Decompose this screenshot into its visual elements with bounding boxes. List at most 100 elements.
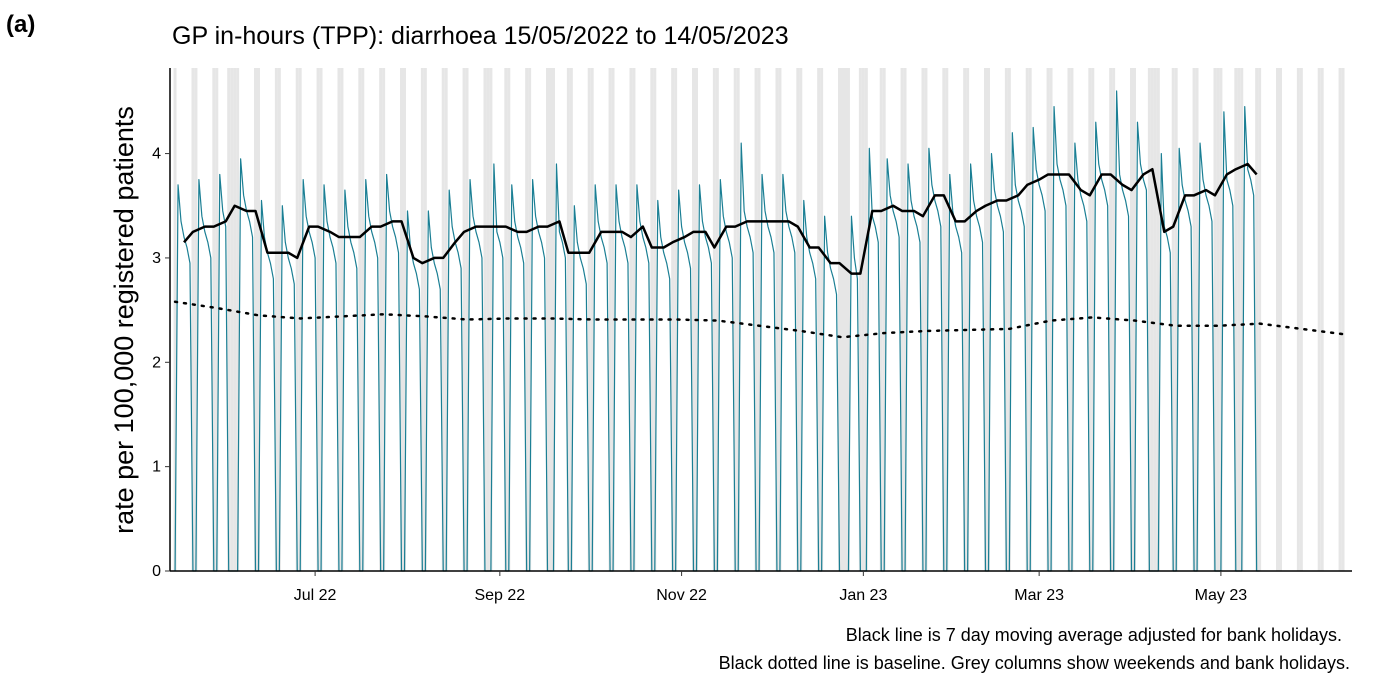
x-tick-label: Jan 23 <box>839 587 887 604</box>
shaded-column <box>1174 68 1178 571</box>
shaded-column <box>942 68 946 571</box>
note: Black line is 7 day moving average adjus… <box>846 625 1342 645</box>
shaded-column <box>1049 68 1053 571</box>
shaded-column <box>546 68 550 571</box>
shaded-column <box>1195 68 1199 571</box>
shaded-column <box>757 68 761 571</box>
shaded-column <box>921 68 925 571</box>
shaded-column <box>817 68 821 571</box>
x-tick-label: Mar 23 <box>1014 587 1064 604</box>
shaded-column <box>358 68 362 571</box>
shaded-column <box>1067 68 1071 571</box>
shaded-column <box>400 68 404 571</box>
shaded-column <box>379 68 383 571</box>
shaded-column <box>820 68 824 571</box>
x-tick-label: May 23 <box>1195 587 1248 604</box>
shaded-column <box>1112 68 1116 571</box>
shaded-column <box>778 68 782 571</box>
y-tick-label: 2 <box>152 354 161 371</box>
shaded-column <box>754 68 758 571</box>
x-tick-label: Nov 22 <box>656 587 707 604</box>
shaded-column <box>420 68 424 571</box>
shaded-column <box>444 68 448 571</box>
shaded-column <box>1109 68 1113 571</box>
shaded-column <box>841 68 844 571</box>
shaded-column <box>608 68 612 571</box>
shaded-column <box>861 68 865 571</box>
shaded-column <box>277 68 281 571</box>
shaded-column <box>194 68 198 571</box>
shaded-column <box>227 68 231 571</box>
shaded-column <box>1171 68 1175 571</box>
shaded-column <box>1299 68 1303 571</box>
shaded-column <box>1240 68 1244 571</box>
y-axis-label: rate per 100,000 registered patients <box>109 106 139 534</box>
shaded-column <box>715 68 719 571</box>
shaded-column <box>403 68 406 571</box>
shaded-column <box>799 68 803 571</box>
shaded-column <box>629 68 633 571</box>
y-tick-label: 0 <box>152 563 161 580</box>
shaded-column <box>1156 68 1160 571</box>
shaded-column <box>1192 68 1196 571</box>
shaded-column <box>987 68 990 571</box>
shaded-column <box>1007 68 1011 571</box>
shaded-column <box>191 68 195 571</box>
shaded-column <box>900 68 904 571</box>
shaded-column <box>212 68 216 571</box>
shaded-column <box>528 68 532 571</box>
shaded-column <box>671 68 675 571</box>
shaded-column <box>254 68 258 571</box>
shaded-column <box>1338 68 1342 571</box>
note: Black dotted line is baseline. Grey colu… <box>719 653 1350 673</box>
shaded-column <box>674 68 678 571</box>
shaded-column <box>838 68 842 571</box>
y-tick-label: 4 <box>152 146 161 163</box>
shaded-column <box>1088 68 1092 571</box>
shaded-column <box>945 68 949 571</box>
shaded-column <box>966 68 970 571</box>
panel-label: (a) <box>6 11 35 38</box>
x-tick-label: Sep 22 <box>474 587 525 604</box>
y-tick-label: 3 <box>152 250 161 267</box>
shaded-column <box>963 68 967 571</box>
moving-average-line <box>183 162 1258 275</box>
shaded-column <box>1025 68 1029 571</box>
shaded-column <box>1317 68 1321 571</box>
shaded-column <box>1320 68 1324 571</box>
shaded-column <box>864 68 868 571</box>
shaded-column <box>337 68 341 571</box>
shaded-column <box>1279 68 1282 571</box>
shaded-column <box>382 68 386 571</box>
shaded-column <box>590 68 594 571</box>
shaded-column <box>1258 68 1262 571</box>
shaded-column <box>924 68 928 571</box>
shaded-column <box>230 68 234 571</box>
shaded-column <box>236 68 240 571</box>
shaded-column <box>1147 68 1151 571</box>
shaded-column <box>903 68 907 571</box>
shaded-column <box>257 68 260 571</box>
shaded-column <box>549 68 552 571</box>
shaded-column <box>1237 68 1241 571</box>
shaded-column <box>233 68 237 571</box>
shaded-column <box>611 68 615 571</box>
shaded-column <box>1213 68 1217 571</box>
shaded-column <box>316 68 320 571</box>
shaded-column <box>1219 68 1223 571</box>
shaded-column <box>1091 68 1095 571</box>
shaded-column <box>1046 68 1050 571</box>
shaded-column <box>566 68 570 571</box>
shaded-column <box>733 68 737 571</box>
shaded-column <box>1150 68 1154 571</box>
shaded-column <box>692 68 696 571</box>
shaded-column <box>796 68 800 571</box>
shaded-column <box>215 68 219 571</box>
shaded-column <box>274 68 278 571</box>
shaded-column <box>736 68 740 571</box>
shaded-column <box>843 68 847 571</box>
shaded-column <box>775 68 779 571</box>
shaded-column <box>1255 68 1259 571</box>
chart-title: GP in-hours (TPP): diarrhoea 15/05/2022 … <box>172 22 789 50</box>
